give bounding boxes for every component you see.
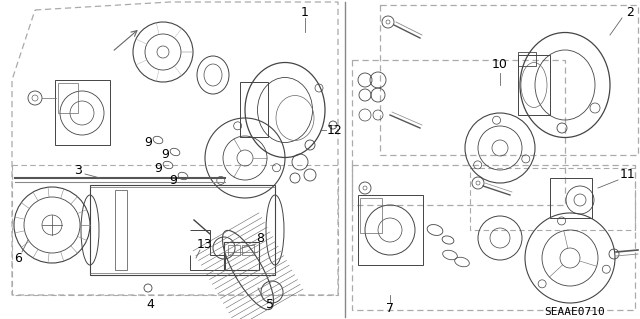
Text: 11: 11	[620, 168, 636, 182]
Bar	[360, 198, 382, 233]
Text: 6: 6	[14, 251, 22, 264]
Text: 1: 1	[301, 5, 309, 19]
Bar	[228, 245, 240, 255]
Bar	[518, 55, 550, 115]
Bar	[58, 83, 78, 113]
Text: 13: 13	[197, 239, 213, 251]
Text: 12: 12	[327, 123, 343, 137]
Text: 8: 8	[256, 232, 264, 244]
Bar	[115, 190, 127, 270]
Text: 9: 9	[161, 147, 169, 160]
Text: 10: 10	[492, 58, 508, 71]
Bar	[55, 80, 110, 145]
Bar	[224, 242, 259, 270]
Text: 9: 9	[169, 174, 177, 187]
Text: 5: 5	[266, 299, 274, 311]
Bar	[240, 82, 268, 137]
Text: 7: 7	[386, 301, 394, 315]
Text: 3: 3	[74, 164, 82, 176]
Text: 9: 9	[154, 161, 162, 174]
Bar	[242, 245, 254, 255]
Bar	[90, 185, 275, 275]
Text: SEAAE0710: SEAAE0710	[545, 307, 605, 317]
Bar	[358, 195, 423, 265]
Text: 2: 2	[626, 5, 634, 19]
Bar	[550, 178, 592, 218]
Bar	[518, 52, 536, 66]
Text: 4: 4	[146, 299, 154, 311]
Text: 9: 9	[144, 136, 152, 149]
